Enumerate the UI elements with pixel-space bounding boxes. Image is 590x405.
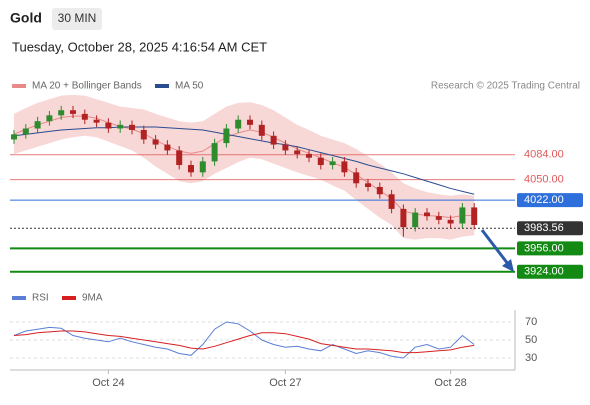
candle-body (176, 150, 183, 166)
candle-body (129, 124, 135, 130)
candle-body (341, 161, 348, 173)
candle-body (22, 128, 29, 135)
ma-line (13, 115, 475, 219)
candle-body (329, 161, 336, 166)
legend-swatch (12, 296, 26, 300)
candle-body (447, 219, 454, 224)
candle-body (58, 110, 65, 116)
candle-body (270, 135, 277, 145)
legend-label: MA 20 + Bollinger Bands (32, 81, 142, 92)
candle-body (317, 157, 324, 166)
candle-body (164, 144, 171, 151)
rsi-line (13, 321, 475, 359)
level-label-box (517, 193, 583, 208)
source: Research © 2025 Trading Central (431, 81, 580, 92)
candle-body (34, 121, 41, 129)
y-tick-label: 70 (525, 316, 537, 328)
legend-swatch (155, 84, 169, 88)
candle-body (282, 144, 289, 151)
level-label: 4050.00 (524, 174, 564, 186)
candle-body (388, 194, 395, 209)
timeframe-box (52, 8, 102, 30)
candle-body (306, 154, 312, 158)
legend-label: RSI (32, 293, 49, 304)
legend-label: MA 50 (175, 81, 204, 92)
candle-body (412, 212, 419, 228)
legend-label: 9MA (82, 293, 103, 304)
rsi-panel: 30 50 70 Oct 24 Oct 27 Oct 28 (10, 316, 537, 389)
y-tick-label: 30 (525, 352, 537, 364)
candle-body (11, 134, 17, 140)
symbol: Gold (10, 10, 42, 26)
y-tick-label: 50 (525, 334, 537, 346)
x-tick-label: Oct 28 (434, 377, 466, 389)
price-panel: 4084.00 4050.00 4022.00 3983.56 3956.00 3924.… (10, 94, 583, 279)
level-label-box (517, 221, 583, 236)
level-label: 4084.00 (524, 149, 564, 161)
candle-body (459, 207, 466, 224)
candle-body (105, 122, 112, 129)
arrow-head (502, 259, 514, 272)
legend-swatch (62, 296, 76, 300)
x-tick-label: Oct 24 (92, 377, 124, 389)
candle-body (188, 165, 194, 173)
candle-body (376, 186, 383, 195)
candle-body (258, 124, 265, 136)
candle-body (117, 124, 124, 129)
candle-body (223, 128, 230, 144)
candle-body (353, 172, 360, 184)
ma-line (13, 126, 475, 195)
candle-body (81, 113, 88, 120)
candle-body (435, 216, 442, 220)
forecast-arrow (480, 229, 510, 265)
level-label: 4022.00 (524, 194, 564, 206)
candle-body (199, 161, 206, 173)
level-label-box (517, 241, 583, 256)
candle-body (211, 143, 218, 162)
level-label: 3983.56 (524, 222, 564, 234)
legend-swatch (12, 84, 26, 88)
level-label: 3956.00 (524, 242, 564, 254)
bollinger-band (14, 94, 475, 240)
candle-body (140, 129, 147, 140)
timeframe: 30 MIN (58, 11, 97, 25)
candle-body (70, 110, 76, 114)
candle-body (152, 139, 159, 145)
candle-body (424, 212, 430, 217)
candle-body (46, 115, 53, 122)
x-tick-label: Oct 27 (269, 377, 301, 389)
rsi-line (13, 330, 475, 354)
candle-body (400, 208, 407, 228)
candle-body (365, 183, 371, 187)
candle-body (93, 119, 100, 123)
candle-body (247, 119, 253, 125)
candle-body (471, 207, 478, 225)
candle-body (235, 119, 242, 129)
level-label: 3924.00 (524, 266, 564, 278)
candle-body (294, 150, 301, 155)
level-label-box (517, 264, 583, 279)
datetime: Tuesday, October 28, 2025 4:16:54 AM CET (12, 39, 267, 54)
